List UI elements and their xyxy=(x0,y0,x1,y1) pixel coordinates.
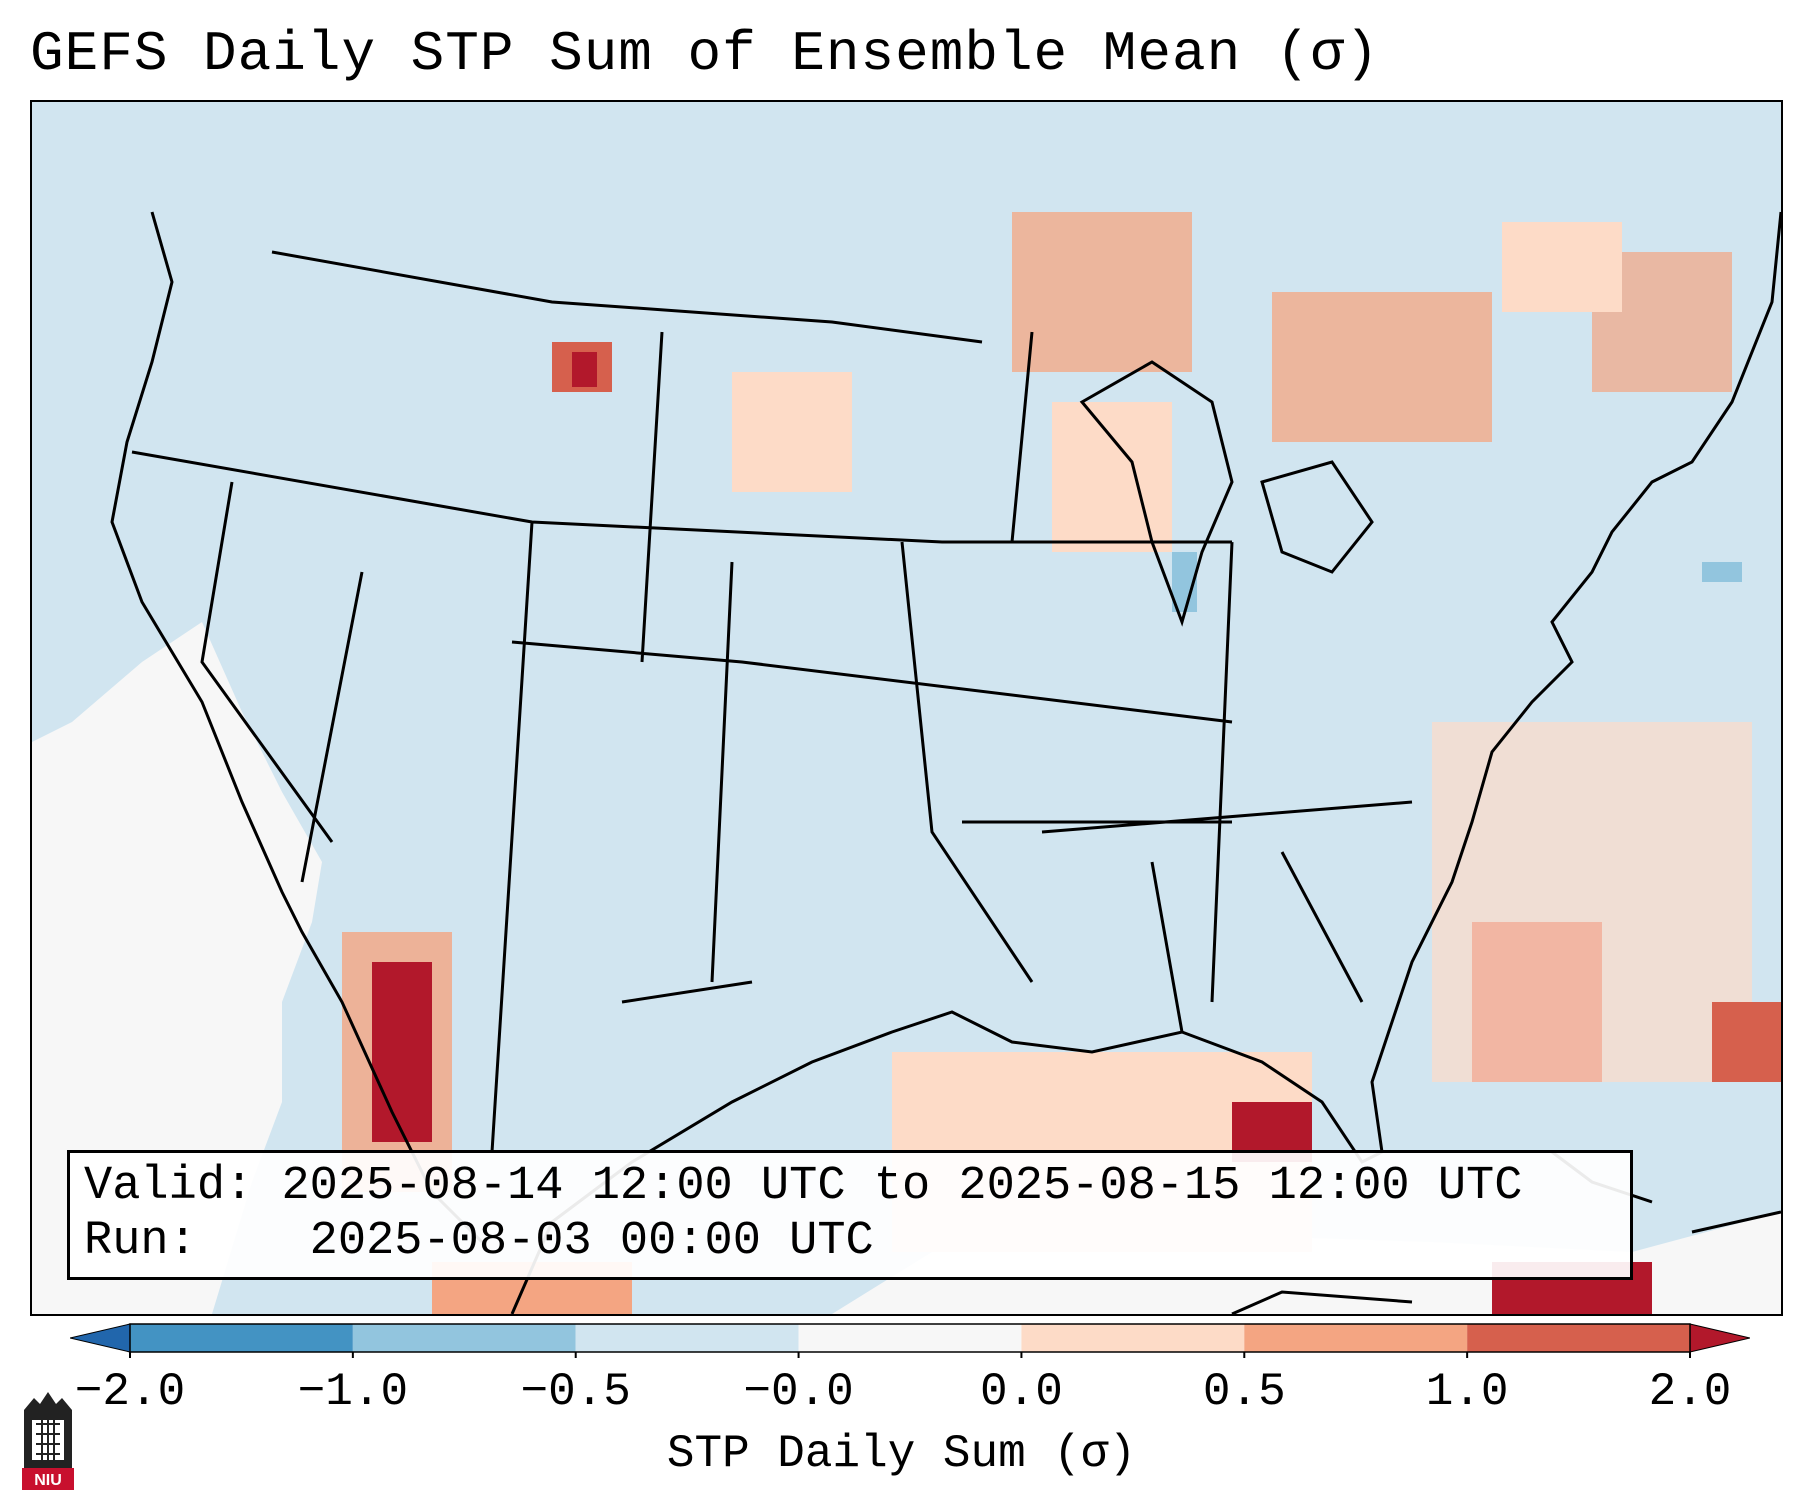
colorbar-tick-label: −2.0 xyxy=(74,1366,186,1418)
colorbar-extend-low xyxy=(70,1323,131,1353)
anomaly-cell-canada xyxy=(1012,212,1192,372)
anomaly-cell-sonora-core xyxy=(372,962,432,1142)
colorbar-tick-label: 2.0 xyxy=(1648,1366,1732,1418)
colorbar xyxy=(70,1323,1750,1358)
colorbar-tick-label: 0.0 xyxy=(980,1366,1063,1418)
state-lines xyxy=(131,331,1413,1153)
map-canvas xyxy=(32,211,1781,1314)
run-label: Run: xyxy=(84,1215,197,1268)
colorbar-segment xyxy=(1021,1324,1245,1352)
colorbar-label: STP Daily Sum (σ) xyxy=(666,1428,1137,1480)
niu-logo: NIU xyxy=(20,1390,76,1490)
run-value: 2025-08-03 00:00 UTC xyxy=(309,1215,874,1268)
colorbar-tick-label: −1.0 xyxy=(297,1366,409,1418)
niu-castle-icon: NIU xyxy=(22,1392,74,1490)
pacific-neutral-area xyxy=(32,622,322,1314)
colorbar-segment xyxy=(798,1324,1022,1352)
colorbar-segment xyxy=(1244,1324,1468,1352)
colorbar-extend-high xyxy=(1689,1323,1750,1353)
valid-value: 2025-08-14 12:00 UTC to 2025-08-15 12:00… xyxy=(281,1160,1523,1213)
anomaly-cell-east-atlantic xyxy=(1712,1002,1781,1082)
great-lakes xyxy=(1079,360,1374,627)
colorbar-tick-label: 0.5 xyxy=(1202,1366,1286,1418)
positive-anomaly-cells xyxy=(342,212,1781,1314)
anomaly-cell-ontario xyxy=(1272,292,1492,442)
anomaly-cell-northeast xyxy=(1502,222,1622,312)
anomaly-cell-great-lakes xyxy=(1052,402,1172,552)
logo-text: NIU xyxy=(34,1472,62,1489)
us-coastline xyxy=(110,211,1781,1314)
valid-run-info-box: Valid: 2025-08-14 12:00 UTC to 2025-08-1… xyxy=(67,1150,1633,1280)
colorbar-tick-label: 1.0 xyxy=(1425,1366,1509,1418)
map-title: GEFS Daily STP Sum of Ensemble Mean (σ) xyxy=(30,22,1380,86)
anomaly-cell-montana-core xyxy=(572,352,597,387)
border-canada xyxy=(271,250,983,344)
colorbar-tick-label: −0.5 xyxy=(520,1366,631,1418)
valid-label: Valid: xyxy=(84,1160,254,1213)
colorbar-segment xyxy=(575,1324,799,1352)
negative-cell-atlantic xyxy=(1702,562,1742,582)
colorbar-outline xyxy=(129,1323,1691,1353)
colorbar-segment xyxy=(352,1324,576,1352)
colorbar-segment xyxy=(130,1324,353,1352)
anomaly-cell-atlantic-halo xyxy=(1432,722,1752,1082)
colorbar-segment xyxy=(1467,1324,1690,1352)
map-panel[interactable] xyxy=(30,100,1783,1316)
colorbar-tick-label: −0.0 xyxy=(743,1366,854,1418)
anomaly-cell-dakota xyxy=(732,372,852,492)
